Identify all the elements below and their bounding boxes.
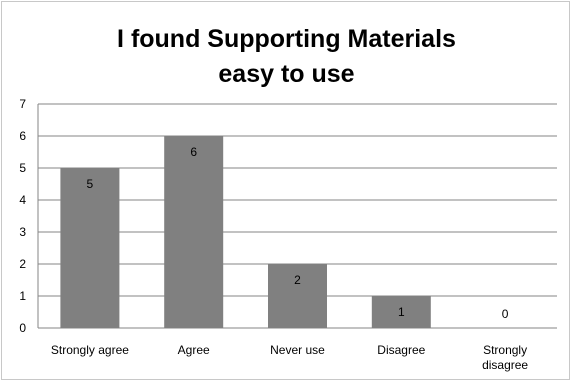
data-label: 6: [190, 145, 197, 159]
data-label: 2: [294, 273, 301, 287]
data-label: 0: [502, 307, 509, 321]
x-category-label: Strongly: [483, 343, 527, 357]
x-category-label: disagree: [482, 358, 528, 372]
y-tick-label: 1: [19, 289, 26, 303]
bar: [268, 264, 327, 328]
y-tick-label: 2: [19, 257, 26, 271]
bar: [371, 296, 431, 328]
x-category-label: Never use: [270, 343, 325, 357]
bar: [60, 168, 120, 328]
y-tick-label: 6: [19, 129, 26, 143]
chart-title-line-1: I found Supporting Materials: [117, 25, 456, 53]
y-tick-label: 3: [19, 225, 26, 239]
y-tick-label: 5: [19, 161, 26, 175]
y-tick-label: 7: [19, 97, 26, 111]
x-category-label: Agree: [178, 343, 210, 357]
x-category-label: Strongly agree: [51, 343, 129, 357]
y-tick-label: 4: [19, 193, 26, 207]
data-label: 5: [87, 177, 94, 191]
data-label: 1: [398, 305, 405, 319]
bar: [164, 136, 224, 328]
chart-title-line-2: easy to use: [218, 60, 355, 88]
y-tick-label: 0: [19, 321, 26, 335]
x-category-label: Disagree: [377, 343, 425, 357]
